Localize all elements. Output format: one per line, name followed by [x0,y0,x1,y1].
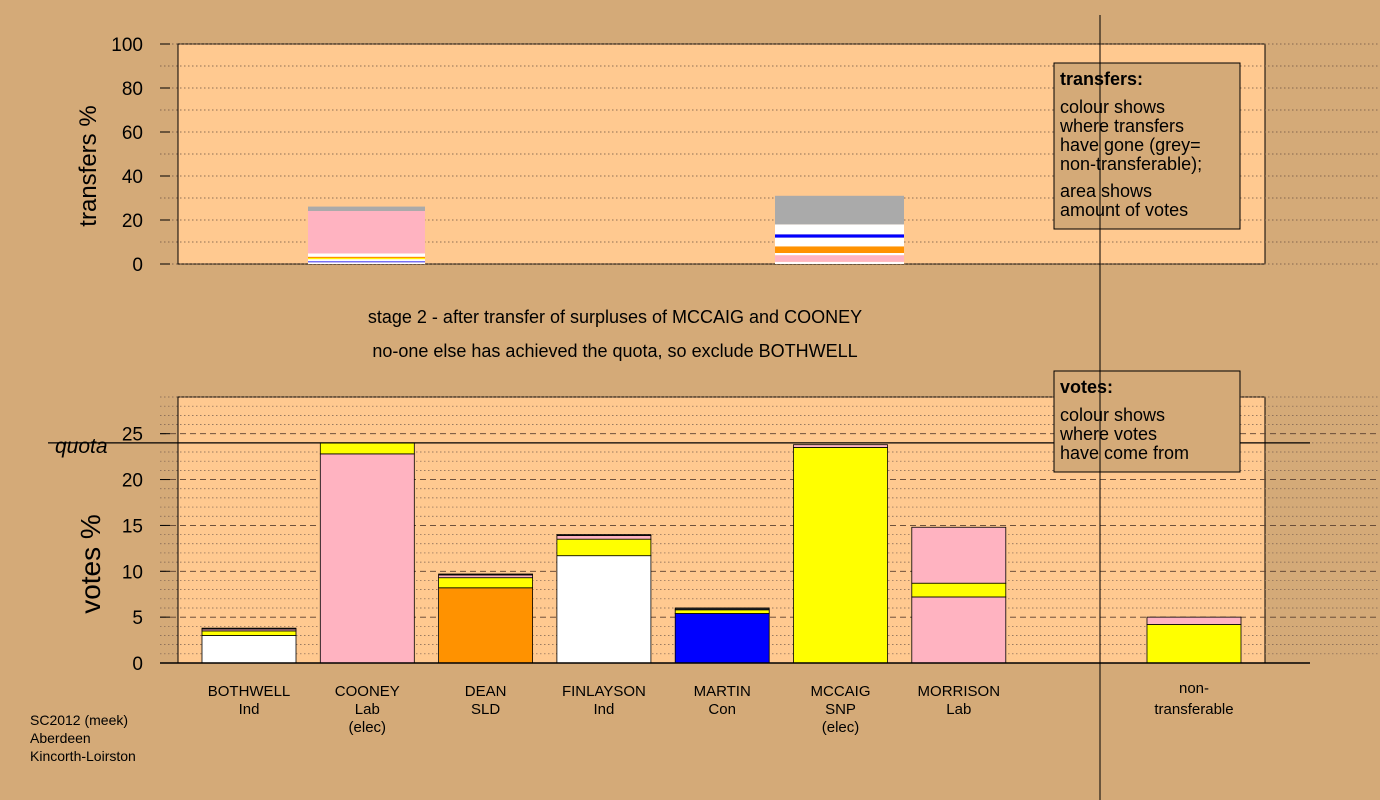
vote-segment [438,577,534,589]
nontransferable-segment [1146,624,1242,664]
candidate-party: Ind [593,701,614,718]
y-tick-label: 40 [122,167,143,188]
votes-legend-title: votes: [1060,377,1113,397]
candidate-party: Con [708,701,736,718]
vote-segment [319,442,415,455]
transfers-legend-line: where transfers [1059,116,1184,136]
transfers-bars [308,195,904,264]
y-tick-label: 15 [122,516,143,537]
candidate-status: (elec) [822,719,860,736]
votes-x-labels: BOTHWELLIndCOONEYLab(elec)DEANSLDFINLAYS… [208,680,1234,736]
candidate-party: SNP [825,701,856,718]
vote-segment [793,444,888,448]
candidate-party: Ind [239,701,260,718]
transfer-segment [308,262,425,264]
y-tick-label: 20 [122,211,143,232]
transfer-segment [775,246,904,253]
y-tick-label: 10 [122,562,143,583]
transfers-legend-line: area shows [1060,181,1152,201]
candidate-party: Lab [355,701,380,718]
y-tick-label: 20 [122,471,143,492]
candidate-name: MCCAIG [811,683,871,700]
y-tick-label: 80 [122,79,143,100]
transfers-legend-line: colour shows [1060,97,1165,117]
quota-label: quota [55,435,108,458]
vote-segment [556,538,652,557]
transfer-segment [775,237,904,247]
transfer-segment [775,255,904,262]
candidate-status: (elec) [349,719,387,736]
transfer-segment [775,261,904,264]
y-tick-label: 100 [111,35,143,56]
transfers-y-axis-label: transfers % [75,105,102,226]
candidate-name: DEAN [465,683,507,700]
vote-segment [556,534,652,536]
vote-segment [319,453,415,664]
candidate-party: Lab [946,701,971,718]
candidate-name: MORRISON [918,683,1001,700]
votes-y-axis-label: votes % [75,514,106,614]
transfers-legend-box [1053,62,1241,230]
vote-segment [556,555,652,664]
votes-legend-line: where votes [1059,424,1157,444]
transfer-segment [308,210,425,254]
nontransferable-segment [1146,616,1242,625]
vote-segment [201,630,297,636]
footer-line3: Kincorth-Loirston [30,748,136,764]
transfer-segment [775,195,904,225]
vote-segment [674,609,770,614]
transfer-segment [308,256,425,259]
votes-legend-line: have come from [1060,443,1189,463]
vote-segment [201,635,297,664]
y-tick-label: 0 [132,255,143,276]
transfers-legend-line: non-transferable); [1060,154,1202,174]
nontransferable-label: non- [1179,680,1209,697]
y-tick-label: 60 [122,123,143,144]
transfer-segment [775,234,904,238]
transfer-segment [775,253,904,256]
y-tick-label: 0 [132,654,143,675]
vote-segment [911,526,1007,584]
transfers-y-ticks: 0 20 40 60 80 100 [111,35,170,276]
vote-segment [438,574,534,579]
vote-segment [438,587,534,664]
votes-legend-box [1053,370,1241,473]
transfer-segment [308,253,425,257]
vote-segment [201,627,297,630]
transfer-segment [775,224,904,235]
vote-segment [674,607,770,611]
transfers-legend-line: have gone (grey= [1060,135,1201,155]
transfer-segment [308,206,425,211]
footer-line2: Aberdeen [30,730,91,746]
candidate-party: SLD [471,701,500,718]
candidate-name: MARTIN [694,683,751,700]
transfers-legend-title: transfers: [1060,69,1143,89]
candidate-name: BOTHWELL [208,683,291,700]
transfer-segment [308,259,425,262]
vote-segment [674,613,770,664]
vote-segment [438,573,534,576]
transfers-legend-line: amount of votes [1060,200,1188,220]
y-tick-label: 25 [122,425,143,446]
nontransferable-label: transferable [1154,701,1233,718]
transfer-segment [308,258,425,260]
vote-segment [911,596,1007,664]
stage-title-line1: stage 2 - after transfer of surpluses of… [368,307,862,327]
votes-legend-line: colour shows [1060,405,1165,425]
votes-bars [201,442,1242,664]
transfers-legend: transfers: colour shows where transfers … [1053,62,1241,230]
vote-segment [793,447,888,664]
votes-legend: votes: colour shows where votes have com… [1053,370,1241,473]
stage-title-line2: no-one else has achieved the quota, so e… [372,341,857,361]
candidate-name: FINLAYSON [562,683,646,700]
vote-segment [556,535,652,540]
vote-segment [911,582,1007,598]
transfer-segment [308,261,425,263]
footer-line1: SC2012 (meek) [30,712,128,728]
y-tick-label: 5 [132,608,143,629]
candidate-name: COONEY [335,683,400,700]
